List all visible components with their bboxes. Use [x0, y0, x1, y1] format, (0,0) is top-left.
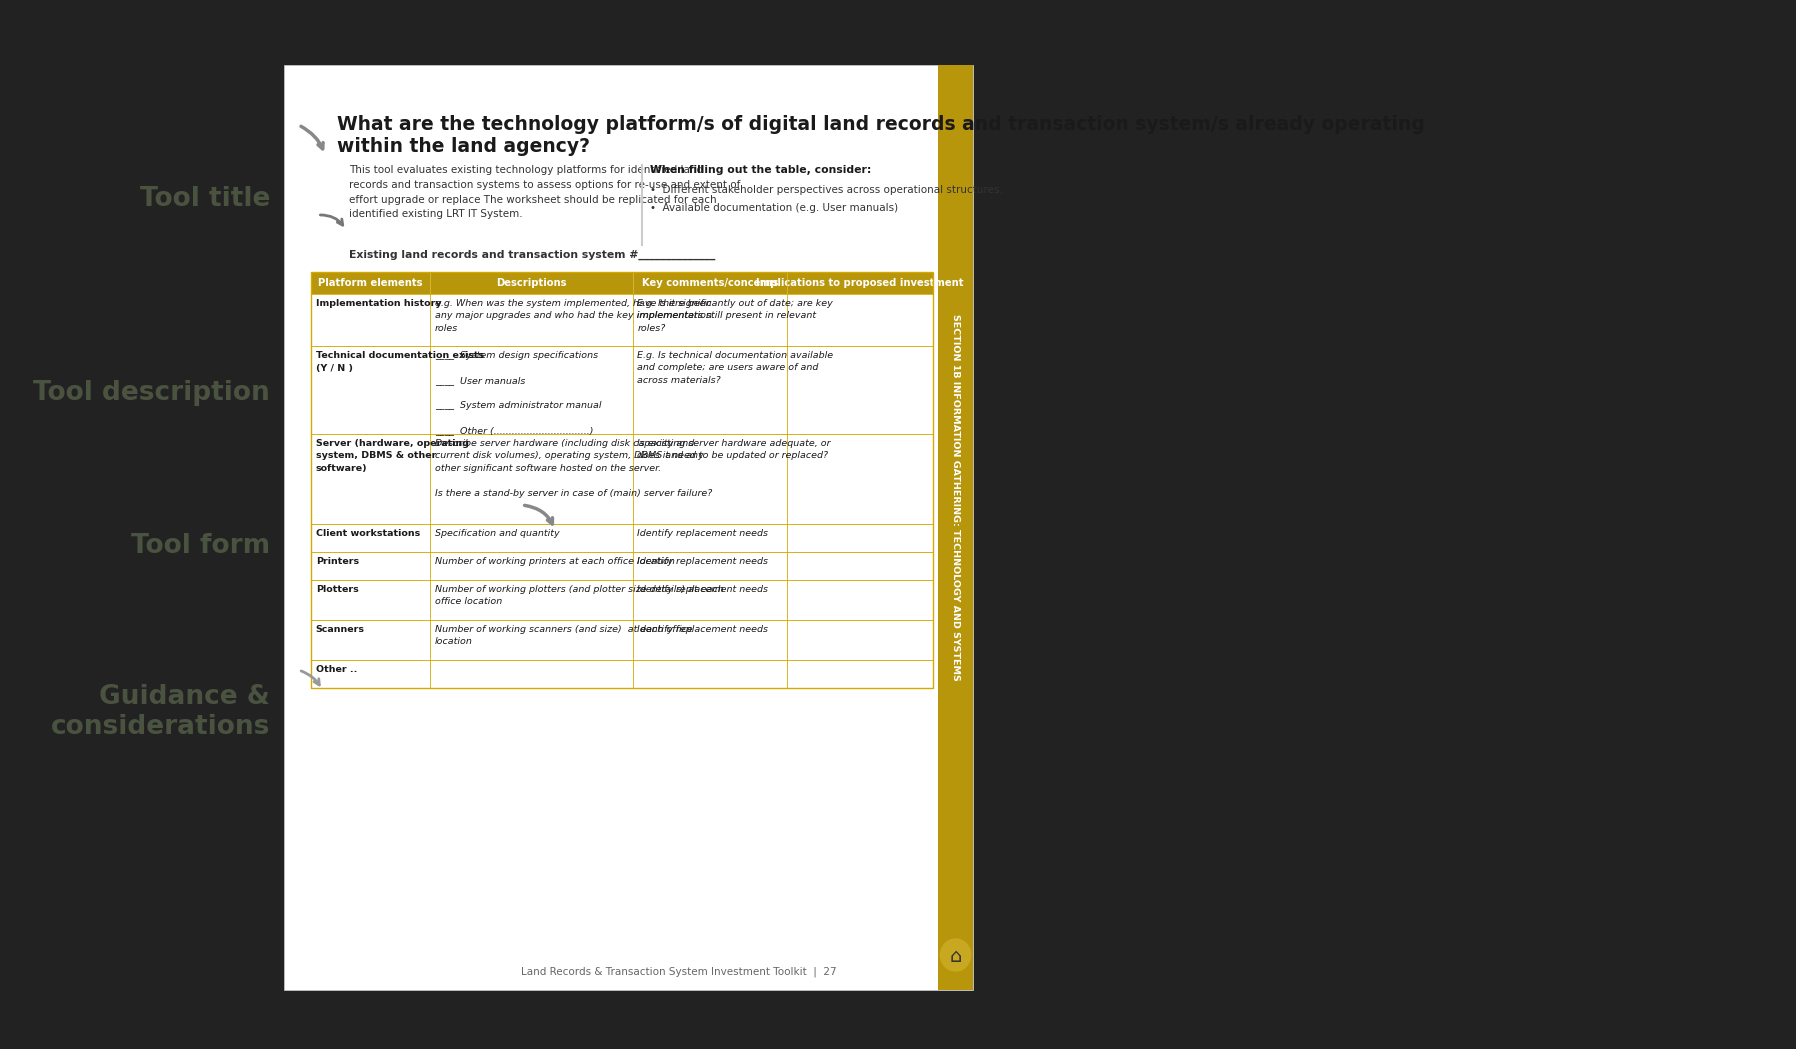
Text: Identify replacement needs: Identify replacement needs: [638, 625, 769, 634]
Bar: [311, 272, 934, 294]
Text: Number of working scanners (and size)  at each office
location: Number of working scanners (and size) at…: [435, 625, 693, 646]
Text: Is existing server hardware adequate, or
does it need to be updated or replaced?: Is existing server hardware adequate, or…: [638, 438, 832, 461]
Bar: [311, 524, 934, 552]
Text: e.g. When was the system implemented, have there been
any major upgrades and who: e.g. When was the system implemented, ha…: [435, 299, 713, 333]
Text: Tool description: Tool description: [34, 381, 269, 406]
Text: •  Available documentation (e.g. User manuals): • Available documentation (e.g. User man…: [650, 204, 898, 213]
Bar: [311, 660, 934, 688]
Text: Implications to proposed investment: Implications to proposed investment: [756, 278, 964, 288]
Bar: [311, 294, 934, 346]
Text: Server (hardware, operating
system, DBMS & other
software): Server (hardware, operating system, DBMS…: [316, 438, 469, 473]
Text: Tool title: Tool title: [140, 186, 269, 212]
Text: Technical documentation exists
(Y / N ): Technical documentation exists (Y / N ): [316, 351, 483, 372]
Text: Number of working plotters (and plotter size details) at each
office location: Number of working plotters (and plotter …: [435, 585, 724, 606]
Text: ____  System design specifications

____  User manuals

____  System administrat: ____ System design specifications ____ U…: [435, 351, 602, 435]
Text: Existing land records and transaction system #______________: Existing land records and transaction sy…: [348, 250, 715, 260]
Text: E.g. Is technical documentation available
and complete; are users aware of and
a: E.g. Is technical documentation availabl…: [638, 351, 833, 385]
Text: Guidance &
considerations: Guidance & considerations: [50, 685, 269, 741]
Text: •  Different stakeholder perspectives across operational structures.: • Different stakeholder perspectives acr…: [650, 185, 1002, 195]
Bar: [311, 552, 934, 580]
Text: Other ..: Other ..: [316, 665, 357, 675]
Text: Tool form: Tool form: [131, 533, 269, 559]
Text: Land Records & Transaction System Investment Toolkit  |  27: Land Records & Transaction System Invest…: [521, 967, 837, 978]
Bar: [284, 65, 973, 990]
Text: What are the technology platform/s of digital land records and transaction syste: What are the technology platform/s of di…: [336, 115, 1424, 134]
Text: Implementation history: Implementation history: [316, 299, 442, 308]
Text: Identify replacement needs: Identify replacement needs: [638, 557, 769, 566]
Text: Describe server hardware (including disk capacity and
current disk volumes), ope: Describe server hardware (including disk…: [435, 438, 713, 498]
Text: When filling out the table, consider:: When filling out the table, consider:: [650, 165, 871, 175]
Text: Plotters: Plotters: [316, 585, 359, 594]
Bar: [938, 65, 973, 990]
Circle shape: [941, 939, 972, 971]
Text: E.g. Is it significantly out of date; are key
implementers still present in rele: E.g. Is it significantly out of date; ar…: [638, 299, 833, 333]
Text: Identify replacement needs: Identify replacement needs: [638, 585, 769, 594]
Bar: [311, 346, 934, 434]
Text: Specification and quantity: Specification and quantity: [435, 529, 560, 538]
Text: ⌂: ⌂: [950, 946, 963, 965]
Text: Scanners: Scanners: [316, 625, 365, 634]
Text: Number of working printers at each office location: Number of working printers at each offic…: [435, 557, 675, 566]
Text: Descriptions: Descriptions: [496, 278, 568, 288]
Bar: [311, 272, 934, 688]
Bar: [311, 434, 934, 524]
Text: Identify replacement needs: Identify replacement needs: [638, 529, 769, 538]
Bar: [311, 620, 934, 660]
Text: This tool evaluates existing technology platforms for identified land
records an: This tool evaluates existing technology …: [348, 165, 740, 219]
Text: Key comments/concerns: Key comments/concerns: [641, 278, 778, 288]
Text: Client workstations: Client workstations: [316, 529, 420, 538]
Text: Printers: Printers: [316, 557, 359, 566]
Text: within the land agency?: within the land agency?: [336, 137, 589, 156]
Text: SECTION 1B INFORMATION GATHERING: TECHNOLOGY AND SYSTEMS: SECTION 1B INFORMATION GATHERING: TECHNO…: [952, 314, 961, 681]
Text: Platform elements: Platform elements: [318, 278, 422, 288]
Bar: [311, 580, 934, 620]
